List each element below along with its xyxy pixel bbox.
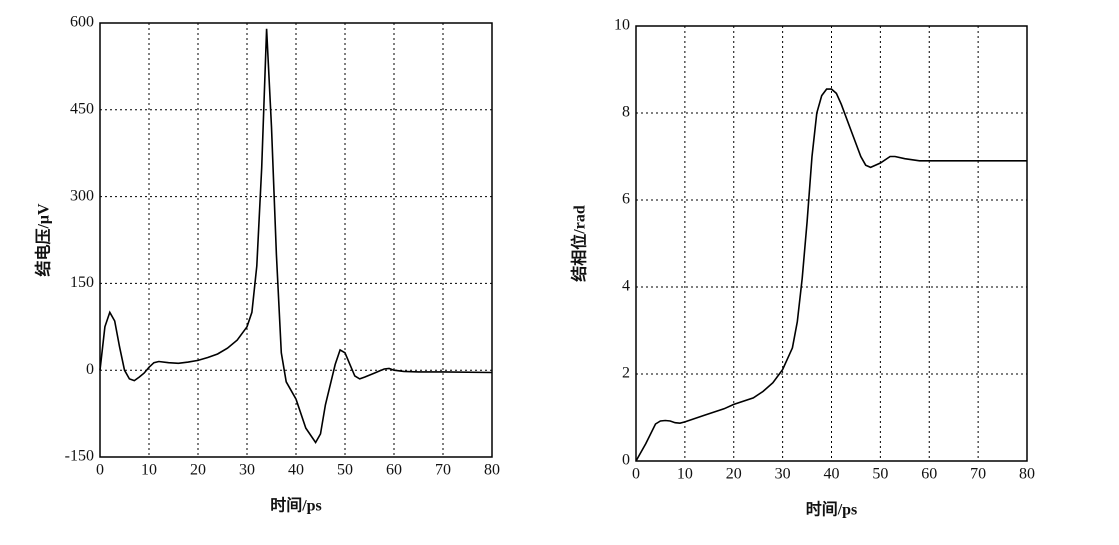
- y-tick-label: 600: [70, 14, 94, 31]
- y-tick-label: 0: [86, 361, 94, 378]
- x-tick-label: 80: [484, 462, 500, 479]
- y-axis-label: 结电压/μV: [34, 203, 53, 278]
- x-tick-label: 30: [239, 462, 255, 479]
- y-tick-label: 2: [622, 365, 630, 382]
- plot-frame: [635, 25, 1028, 462]
- data-line: [635, 88, 1027, 462]
- x-tick-label: 40: [288, 462, 304, 479]
- x-tick-label: 0: [96, 462, 104, 479]
- x-tick-label: 30: [775, 466, 791, 483]
- x-axis-label: 时间/ps: [806, 500, 858, 519]
- x-tick-label: 70: [970, 466, 986, 483]
- y-tick-label: 0: [622, 452, 630, 469]
- y-tick-label: 450: [70, 100, 94, 117]
- data-line: [99, 28, 493, 445]
- x-tick-label: 50: [337, 462, 353, 479]
- y-tick-label: 8: [622, 104, 630, 121]
- y-tick-label: 150: [70, 274, 94, 291]
- x-tick-label: 20: [726, 466, 742, 483]
- x-tick-label: 40: [824, 466, 840, 483]
- x-tick-label: 20: [190, 462, 206, 479]
- x-tick-label: 10: [141, 462, 157, 479]
- plot-frame: [99, 22, 493, 458]
- y-axis-label: 结相位/rad: [570, 205, 589, 283]
- y-tick-label: 6: [622, 191, 630, 208]
- y-tick-label: 10: [614, 17, 630, 34]
- x-tick-label: 60: [386, 462, 402, 479]
- y-tick-label: -150: [65, 448, 94, 465]
- x-tick-label: 10: [677, 466, 693, 483]
- x-axis-label: 时间/ps: [270, 496, 322, 515]
- y-tick-label: 4: [622, 278, 630, 295]
- x-tick-label: 60: [921, 466, 937, 483]
- y-tick-label: 300: [70, 187, 94, 204]
- x-tick-label: 50: [872, 466, 888, 483]
- x-tick-label: 0: [632, 466, 640, 483]
- x-tick-label: 70: [435, 462, 451, 479]
- x-tick-label: 80: [1019, 466, 1035, 483]
